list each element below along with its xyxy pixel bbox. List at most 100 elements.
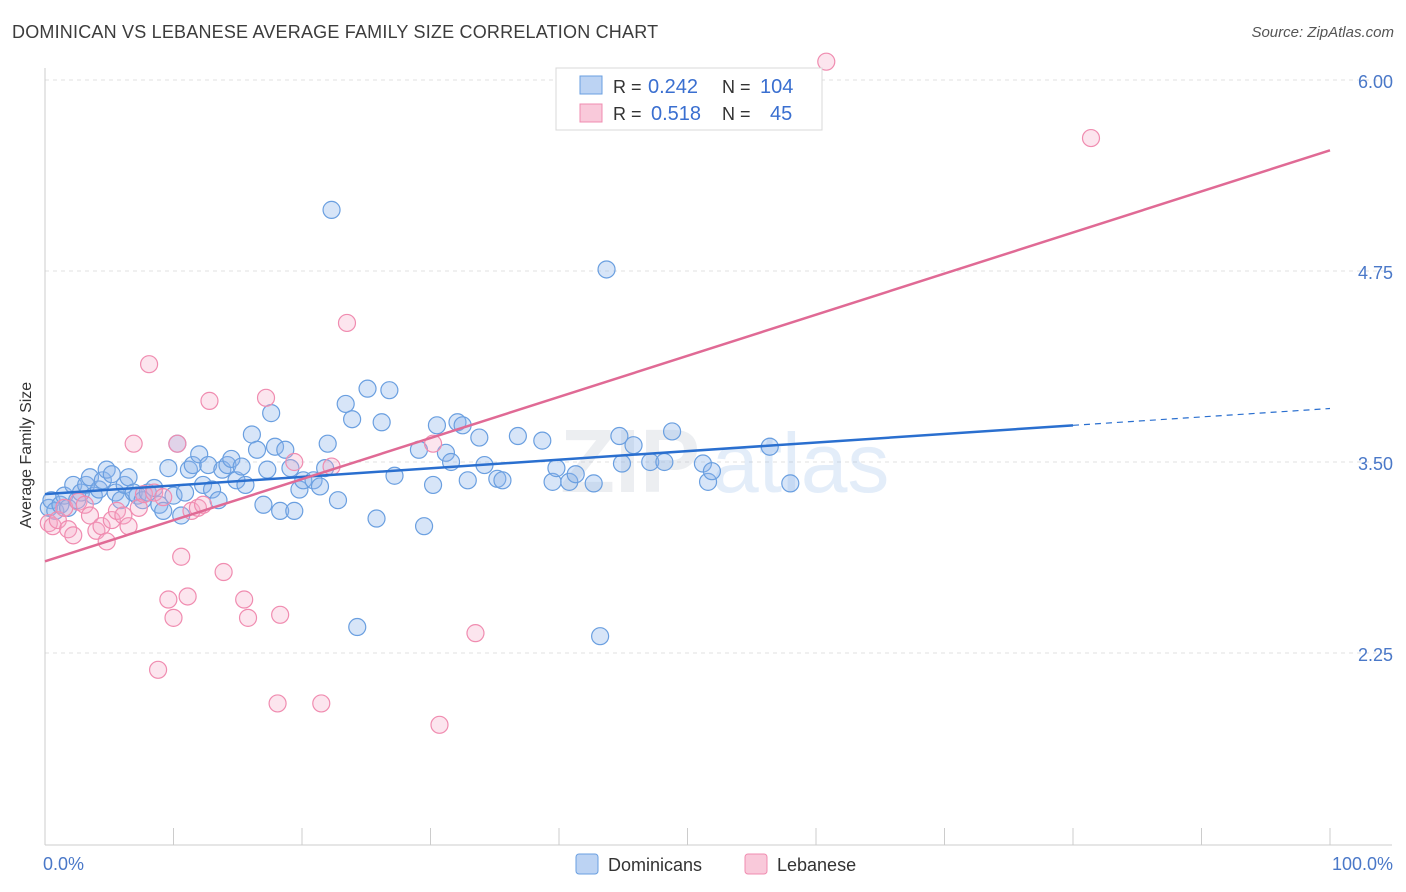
top-legend: R = 0.242 N = 104 R = 0.518 N = 45 — [555, 67, 823, 131]
point-lebanese — [238, 608, 258, 627]
point-dominican — [93, 471, 112, 490]
point-lebanese — [178, 587, 197, 606]
point-dominican — [285, 501, 304, 520]
bottom-legend-swatch-lebanese — [744, 853, 768, 875]
point-lebanese — [172, 547, 191, 566]
source-label: Source: ZipAtlas.com — [1251, 24, 1394, 41]
points-lebanese — [39, 52, 1101, 734]
point-dominican — [566, 465, 585, 484]
point-dominican — [242, 425, 261, 444]
point-dominican — [236, 475, 255, 495]
point-dominican — [612, 454, 632, 473]
point-lebanese — [466, 624, 485, 643]
point-dominican — [533, 431, 552, 450]
point-dominican — [655, 452, 674, 472]
point-dominican — [183, 455, 202, 475]
point-dominican — [662, 422, 682, 441]
point-dominican — [154, 501, 173, 520]
point-dominican — [624, 436, 643, 455]
y-tick-label: 2.25 — [1358, 645, 1393, 665]
point-lebanese — [256, 388, 276, 407]
point-dominican — [508, 426, 527, 446]
point-dominican — [423, 475, 443, 495]
legend-n-label-lebanese: N = — [722, 104, 751, 124]
legend-swatch-lebanese — [579, 103, 603, 123]
point-dominican — [265, 437, 285, 456]
legend-swatch-dominicans — [579, 75, 603, 95]
bottom-legend-swatch-dominicans — [575, 853, 599, 875]
point-dominican — [175, 483, 195, 502]
point-dominican — [372, 413, 391, 432]
point-lebanese — [168, 434, 187, 453]
point-dominican — [336, 394, 355, 414]
point-lebanese — [139, 355, 159, 374]
legend-r-value-dominicans: 0.242 — [648, 76, 698, 98]
point-dominican — [276, 440, 295, 459]
legend-r-label-lebanese: R = — [613, 104, 642, 124]
point-dominican — [247, 440, 267, 459]
point-dominican — [448, 413, 467, 432]
point-lebanese — [159, 590, 178, 609]
point-lebanese — [268, 694, 287, 713]
point-dominican — [262, 404, 281, 423]
x-tick-labels: 0.0% 100.0% — [43, 854, 1393, 874]
bottom-legend-label-dominicans: Dominicans — [608, 855, 702, 875]
point-dominican — [436, 443, 456, 462]
point-lebanese — [337, 313, 357, 333]
point-lebanese — [64, 526, 83, 545]
point-dominican — [318, 434, 337, 453]
point-lebanese — [285, 452, 304, 472]
point-dominican — [584, 474, 603, 493]
point-dominican — [328, 491, 348, 510]
point-dominican — [591, 627, 610, 646]
legend-r-value-lebanese: 0.518 — [651, 103, 701, 125]
point-dominican — [610, 426, 629, 446]
bottom-legend-label-lebanese: Lebanese — [777, 855, 856, 875]
point-lebanese — [75, 495, 94, 514]
point-dominican — [310, 477, 330, 496]
point-dominican — [547, 459, 566, 478]
point-lebanese — [235, 590, 254, 609]
point-dominican — [202, 480, 222, 499]
trend-line-dominicans-extension — [1072, 407, 1331, 426]
point-dominican — [367, 509, 386, 528]
point-lebanese — [271, 605, 290, 624]
point-dominican — [698, 472, 718, 491]
watermark-atlas: atlas — [712, 416, 889, 510]
point-dominican — [414, 517, 434, 536]
point-lebanese — [148, 660, 168, 679]
point-dominican — [560, 472, 579, 491]
legend-r-label-dominicans: R = — [613, 77, 642, 97]
chart-title: DOMINICAN VS LEBANESE AVERAGE FAMILY SIZ… — [12, 22, 659, 42]
point-dominican — [159, 459, 178, 478]
point-dominican — [427, 416, 447, 435]
point-dominican — [232, 457, 251, 476]
point-dominican — [199, 455, 218, 475]
point-lebanese — [124, 434, 143, 453]
point-dominican — [322, 200, 341, 219]
grid-lines — [45, 79, 1392, 654]
point-dominican — [343, 410, 362, 429]
legend-n-value-lebanese: 45 — [770, 103, 792, 125]
trend-line-dominicans — [44, 424, 1074, 496]
point-dominican — [493, 471, 512, 490]
trend-line-lebanese — [44, 149, 1331, 563]
point-dominican — [702, 462, 722, 481]
bottom-legend: Dominicans Lebanese — [575, 853, 856, 875]
point-lebanese — [80, 506, 100, 525]
point-lebanese — [1081, 128, 1101, 148]
y-tick-label: 3.50 — [1358, 454, 1393, 474]
point-lebanese — [154, 488, 173, 507]
point-dominican — [348, 617, 367, 637]
point-dominican — [358, 379, 377, 398]
point-lebanese — [102, 510, 121, 530]
point-dominican — [271, 501, 290, 520]
point-dominican — [597, 260, 616, 279]
point-dominican — [458, 471, 477, 490]
point-lebanese — [312, 694, 331, 713]
legend-n-label-dominicans: N = — [722, 77, 751, 97]
point-lebanese — [164, 608, 183, 627]
point-dominican — [254, 495, 273, 514]
x-tick-label-min: 0.0% — [43, 854, 84, 874]
